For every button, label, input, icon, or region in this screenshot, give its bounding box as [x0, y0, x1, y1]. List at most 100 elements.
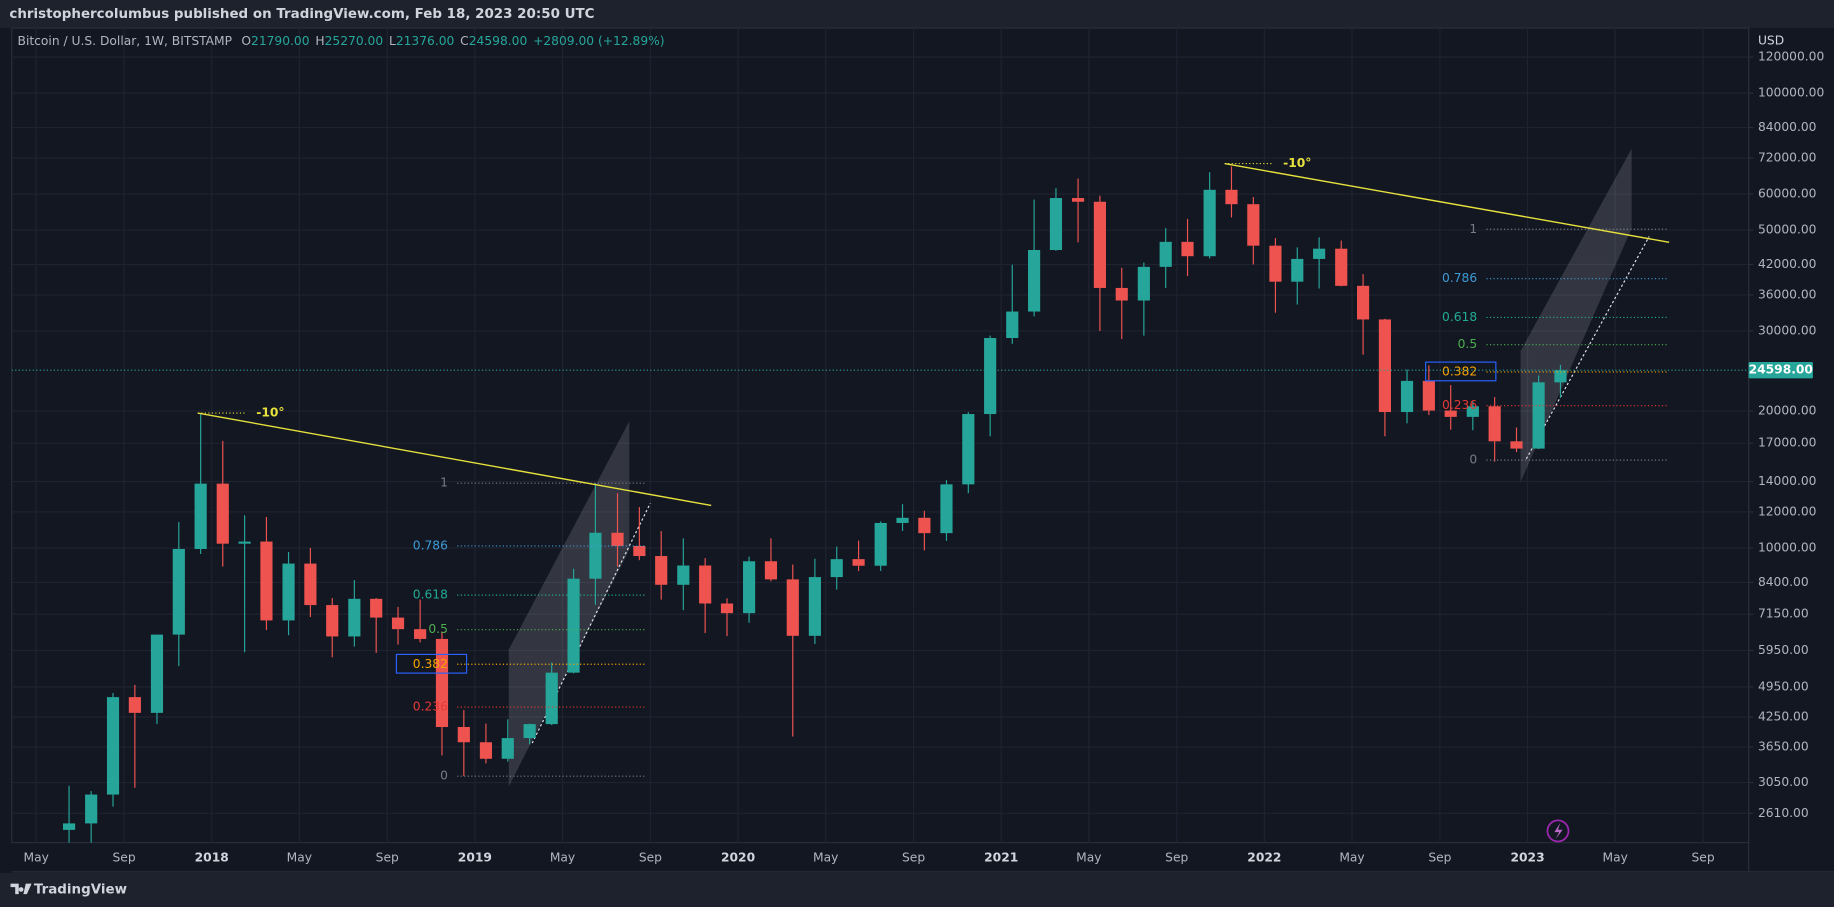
- publisher: christophercolumbus published on Trading…: [9, 7, 594, 22]
- candle-body: [106, 697, 120, 795]
- candle-body: [194, 483, 207, 549]
- candle-body: [1049, 198, 1063, 250]
- last-price-box: [1748, 361, 1813, 379]
- candle-body: [655, 556, 668, 585]
- footer-bar: [0, 873, 1834, 907]
- y-tick-label: 3050.00: [1758, 775, 1809, 789]
- fib-level-label: 0.382: [1442, 364, 1477, 378]
- ohlc-key: C: [460, 33, 469, 47]
- candle-body: [1137, 266, 1150, 301]
- candle-body: [1378, 319, 1391, 413]
- candle-body: [348, 598, 361, 637]
- x-tick-label: Sep: [113, 850, 136, 864]
- trend-line: [197, 412, 712, 507]
- candle-body: [1291, 258, 1304, 282]
- candle-body: [1203, 189, 1216, 257]
- candle-body: [918, 517, 931, 534]
- angle-label: -10°: [1283, 156, 1311, 170]
- fib-level-label: 0: [440, 769, 448, 783]
- ohlc-value: 25270.00: [325, 33, 384, 47]
- y-tick-label: 7150.00: [1758, 607, 1809, 621]
- x-tick-label: May: [287, 850, 312, 864]
- fib-level-label: 0.382: [413, 657, 448, 671]
- x-tick-label: May: [1076, 850, 1101, 864]
- candle-body: [1028, 249, 1041, 312]
- grid: [11, 28, 1749, 843]
- x-tick-label: 2021: [984, 850, 1018, 864]
- candle-body: [874, 522, 887, 566]
- y-tick-label: 30000.00: [1758, 323, 1817, 337]
- fib-level-label: 0.786: [1442, 271, 1477, 285]
- x-tick-label: May: [23, 850, 48, 864]
- candle-body: [1488, 406, 1501, 442]
- candle-body: [720, 603, 734, 614]
- alert-icon[interactable]: [1546, 819, 1570, 843]
- ohlc-key: H: [315, 33, 324, 47]
- x-tick-label: Sep: [376, 850, 399, 864]
- plot-area: [11, 27, 1750, 844]
- candle-body: [1006, 311, 1019, 339]
- candle-body: [1356, 285, 1370, 320]
- channel-dotted-line: [1525, 236, 1650, 460]
- change: +2809.00 (+12.89%): [533, 33, 664, 47]
- symbol: Bitcoin / U.S. Dollar, 1W, BITSTAMP: [18, 33, 232, 47]
- ohlc-key: L: [389, 33, 396, 47]
- candle-body: [172, 548, 185, 635]
- candle-body: [457, 727, 470, 743]
- candle-body: [1115, 287, 1128, 301]
- candle-body: [1313, 248, 1326, 259]
- candle-body: [1181, 241, 1194, 257]
- symbol-legend: Bitcoin / U.S. Dollar, 1W, BITSTAMP O2179…: [18, 33, 665, 47]
- candle-body: [414, 629, 427, 639]
- candle-body: [326, 605, 339, 637]
- candles: [62, 166, 1567, 843]
- y-tick-label: 42000.00: [1758, 257, 1817, 271]
- candle-body: [1225, 189, 1238, 205]
- y-tick-label: 3650.00: [1758, 740, 1809, 754]
- y-tick-label: 14000.00: [1758, 474, 1817, 488]
- y-tick-label: 120000.00: [1758, 50, 1824, 64]
- fib-level-label: 0.236: [413, 700, 448, 714]
- candle-body: [699, 565, 712, 604]
- ohlc-value: 21790.00: [251, 33, 310, 47]
- x-tick-label: 2022: [1247, 850, 1281, 864]
- candle-body: [260, 541, 273, 621]
- candle-body: [150, 634, 164, 713]
- candle-body: [479, 742, 493, 759]
- candle-body: [1444, 410, 1457, 417]
- y-tick-label: 10000.00: [1758, 540, 1817, 554]
- candle-body: [391, 617, 405, 630]
- channel-shape: [1520, 148, 1632, 483]
- candle-body: [940, 484, 953, 534]
- trend-line: [1224, 162, 1670, 243]
- brand: TradingView: [34, 882, 127, 897]
- candle-body: [1510, 441, 1523, 449]
- candle-body: [435, 638, 449, 728]
- fib-level-label: 0.618: [1442, 310, 1477, 324]
- candle-body: [1466, 406, 1479, 417]
- y-tick-label: 2610.00: [1758, 806, 1809, 820]
- x-tick-label: May: [1339, 850, 1364, 864]
- x-tick-label: 2020: [721, 850, 755, 864]
- candle-body: [216, 483, 229, 544]
- fib-level-label: 0.236: [1442, 398, 1477, 412]
- candle-body: [85, 794, 98, 824]
- y-tick-label: 17000.00: [1758, 436, 1817, 450]
- x-tick-label: May: [813, 850, 838, 864]
- candle-body: [830, 559, 843, 578]
- fib-level-label: 0.786: [413, 538, 448, 552]
- last-price-label: 24598.00: [1749, 363, 1813, 377]
- currency: USD: [1758, 33, 1784, 47]
- candle-body: [589, 532, 602, 579]
- candle-body: [1400, 380, 1414, 413]
- y-tick-label: 8400.00: [1758, 575, 1809, 589]
- candle-body: [370, 598, 383, 618]
- candle-body: [567, 578, 580, 673]
- candle-body: [1071, 198, 1085, 202]
- candle-body: [984, 338, 997, 415]
- ohlc-value: 21376.00: [396, 33, 455, 47]
- candle-body: [743, 561, 756, 614]
- x-tick-label: Sep: [1165, 850, 1188, 864]
